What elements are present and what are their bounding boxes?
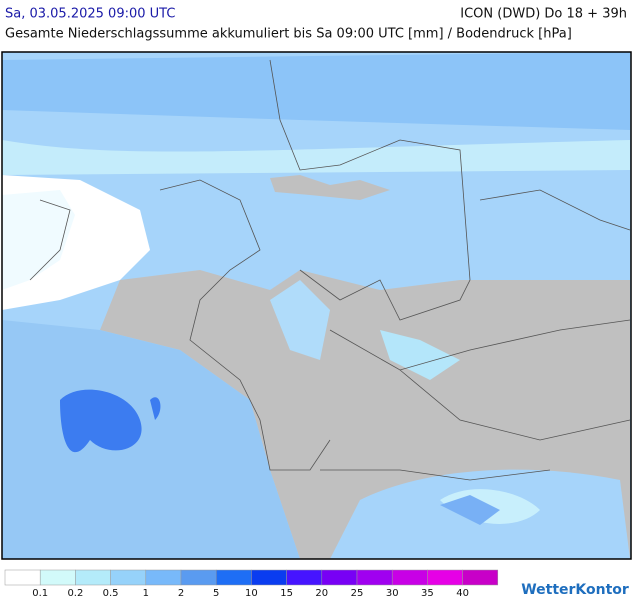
legend-label: 10 bbox=[245, 588, 258, 599]
legend-swatch bbox=[39, 569, 76, 586]
legend-label: 25 bbox=[351, 588, 364, 599]
legend-swatch bbox=[215, 569, 252, 586]
legend-swatch bbox=[321, 569, 358, 586]
legend-swatch bbox=[391, 569, 428, 586]
legend-swatch bbox=[251, 569, 287, 586]
legend-label: 0.2 bbox=[67, 588, 83, 599]
legend-swatch bbox=[75, 569, 111, 586]
legend-label: 0.1 bbox=[32, 588, 48, 599]
legend-label: 0.5 bbox=[103, 588, 119, 599]
legend-swatch bbox=[286, 569, 323, 586]
datetime: Sa, 03.05.2025 09:00 UTC bbox=[5, 7, 175, 22]
logo: WetterKontor bbox=[521, 582, 629, 598]
legend-label: 1 bbox=[143, 588, 149, 599]
legend: 0.1 0.2 0.5 1 2 5 10 15 20 25 30 35 40 bbox=[4, 569, 499, 599]
legend-label: 20 bbox=[315, 588, 328, 599]
legend-label: 40 bbox=[456, 588, 469, 599]
model-info: ICON (DWD) Do 18 + 39h bbox=[460, 7, 627, 22]
legend-label: 30 bbox=[386, 588, 399, 599]
legend-swatch bbox=[462, 569, 499, 586]
legend-swatch bbox=[145, 569, 182, 586]
legend-swatch bbox=[356, 569, 393, 586]
legend-label: 35 bbox=[421, 588, 434, 599]
legend-swatch bbox=[4, 569, 41, 586]
subtitle: Gesamte Niederschlagssumme akkumuliert b… bbox=[5, 27, 572, 42]
map bbox=[1, 51, 632, 560]
legend-swatch bbox=[427, 569, 463, 586]
legend-label: 2 bbox=[178, 588, 184, 599]
legend-label: 5 bbox=[213, 588, 219, 599]
legend-swatch bbox=[180, 569, 217, 586]
legend-label: 15 bbox=[280, 588, 293, 599]
legend-swatch bbox=[110, 569, 147, 586]
